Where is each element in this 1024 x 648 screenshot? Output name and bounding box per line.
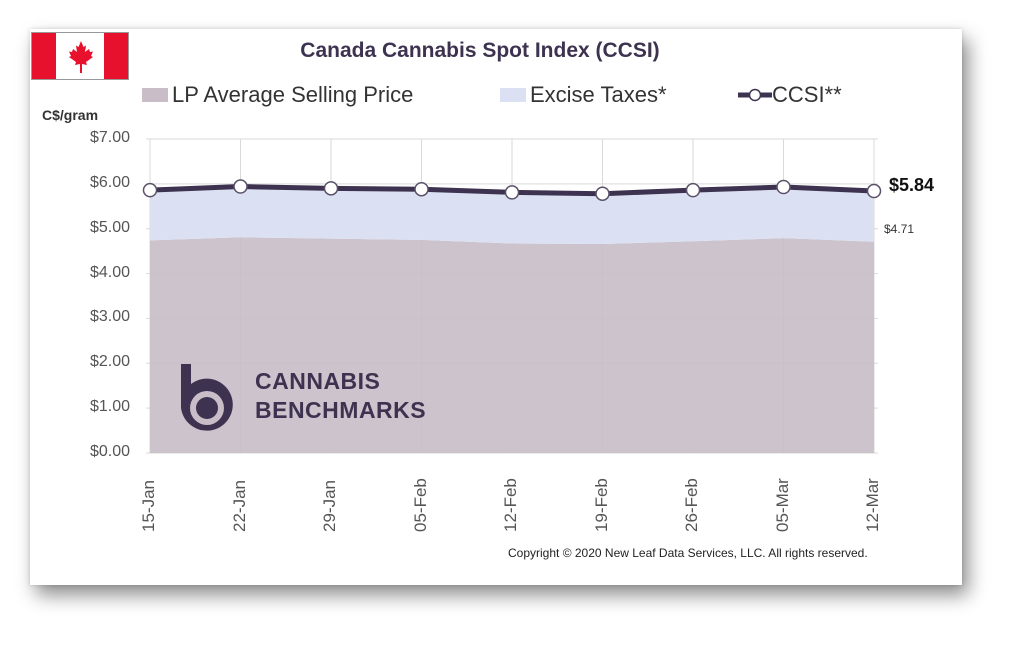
x-tick-label: 26-Feb (682, 478, 701, 532)
x-tick-label: 29-Jan (320, 480, 339, 532)
legend-ccsi: CCSI** (738, 80, 842, 110)
ccsi-point (776, 179, 791, 195)
lp-end-value: $4.71 (884, 222, 915, 236)
chart-title: Canada Cannabis Spot Index (CCSI) (300, 39, 660, 62)
legend-label-lp: LP Average Selling Price (172, 82, 414, 107)
legend-excise: Excise Taxes* (500, 80, 667, 110)
legend-swatch-ccsi (738, 88, 772, 102)
area-lp-average-selling-price (150, 237, 874, 453)
legend-lp-price: LP Average Selling Price (142, 80, 413, 110)
x-tick-label: 12-Feb (501, 478, 520, 532)
y-tick-label: $0.00 (89, 443, 130, 460)
logo-line-1: CANNABIS (255, 368, 381, 394)
x-tick-label: 22-Jan (229, 480, 249, 532)
ccsi-point (142, 182, 158, 198)
x-tick-label: 05-Mar (772, 478, 792, 532)
y-tick-label: $1.00 (89, 398, 130, 416)
ccsi-point (414, 181, 429, 197)
y-tick-label: $4.00 (89, 263, 130, 281)
y-tick-label: $5.00 (89, 218, 130, 236)
x-tick-label: 19-Feb (591, 478, 611, 532)
cannabis-benchmarks-logo-icon (181, 364, 233, 431)
ccsi-point (685, 182, 701, 198)
y-axis-label: C$/gram (42, 107, 99, 123)
y-tick-label: $2.00 (89, 353, 130, 371)
legend-label-excise: Excise Taxes* (530, 82, 667, 107)
y-tick-label: $6.00 (89, 173, 130, 191)
ccsi-point (233, 179, 248, 194)
y-tick-label: $3.00 (89, 308, 130, 326)
x-tick-label: 15-Jan (139, 480, 158, 532)
ccsi-point (323, 181, 339, 196)
canada-flag-icon (31, 32, 129, 80)
ccsi-end-value: $5.84 (889, 175, 935, 195)
legend-swatch-lp (142, 88, 168, 102)
x-tick-label: 12-Mar (863, 478, 882, 532)
area-excise-taxes (150, 186, 874, 244)
ccsi-point (504, 185, 520, 200)
ccsi-point (866, 183, 882, 199)
cannabis-benchmarks-logo: CANNABIS BENCHMARKS (175, 360, 475, 435)
y-tick-label: $7.00 (89, 129, 130, 146)
legend-swatch-excise (500, 88, 526, 102)
copyright-notice: Copyright © 2020 New Leaf Data Services,… (508, 546, 868, 560)
x-tick-label: 05-Feb (410, 478, 430, 532)
legend-label-ccsi: CCSI** (772, 82, 842, 107)
ccsi-point (595, 186, 610, 201)
logo-line-2: BENCHMARKS (255, 397, 427, 423)
